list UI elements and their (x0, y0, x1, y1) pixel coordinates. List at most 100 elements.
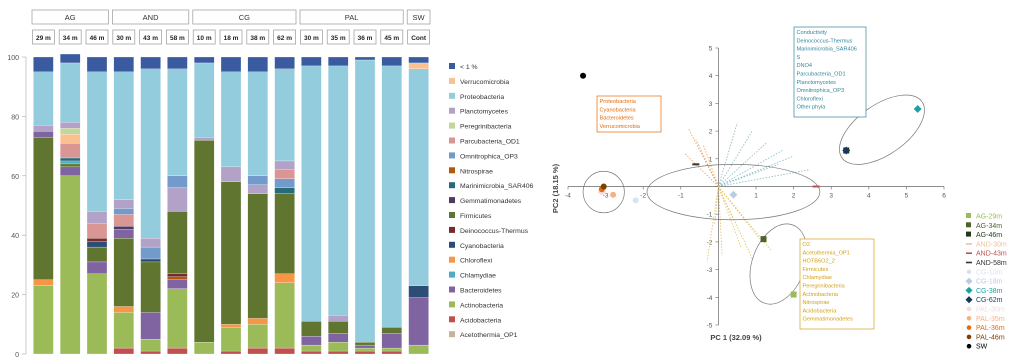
legend-label: CG-38m (976, 288, 1003, 295)
bar-segment (381, 327, 402, 334)
x-tick-label: 3 (829, 193, 833, 200)
bar-segment (354, 56, 376, 61)
bar-segment (354, 350, 376, 355)
bar-segment (354, 341, 376, 346)
legend-label: CG-10m (976, 269, 1003, 276)
legend-swatch (449, 107, 455, 114)
sample-label: 36 m (358, 35, 373, 42)
bar-segment (354, 347, 376, 352)
legend-label: AND-43m (976, 251, 1007, 258)
bar-segment (113, 238, 134, 307)
bar-segment (220, 71, 242, 168)
bar-segment (381, 350, 402, 355)
bar-segment (60, 160, 81, 165)
loading-vector (706, 186, 719, 262)
group-header-box (31, 9, 109, 25)
data-point (600, 183, 607, 190)
group-header-box (406, 9, 431, 25)
bar-segment (60, 175, 81, 355)
bar-segment (167, 273, 188, 277)
bar-segment (301, 65, 322, 322)
x-tick-label: -1 (678, 193, 684, 200)
legend-swatch (449, 63, 455, 69)
sample-label-box (139, 29, 162, 45)
legend-marker (966, 343, 972, 349)
legend-swatch (449, 226, 455, 233)
legend-label: AG-34m (976, 223, 1002, 230)
bar-segment (113, 347, 134, 355)
legend-label: CG-62m (976, 297, 1003, 304)
sample-label: 45 m (384, 35, 399, 42)
y-tick-label: 80 (11, 114, 19, 121)
legend-swatch (449, 271, 455, 278)
legend-marker (966, 213, 971, 218)
bar-segment (60, 128, 81, 135)
bar-segment (220, 327, 242, 352)
legend-marker (966, 306, 972, 312)
bar-segment (60, 122, 81, 129)
sample-label: 62 m (277, 35, 292, 42)
bar-segment (274, 160, 295, 170)
sample-label-box (380, 29, 404, 45)
sample-label-box (300, 29, 323, 45)
annotation-line: Planctomycetes (797, 80, 837, 86)
bar-segment (274, 282, 295, 349)
annotation-line: Other phyla (797, 105, 827, 111)
bar-segment (140, 261, 161, 313)
group-header-label: CG (239, 13, 250, 22)
bar-segment (140, 56, 161, 70)
cluster-ellipse (646, 163, 821, 221)
data-point (729, 190, 738, 199)
bar-segment (86, 211, 108, 224)
loading-vector (718, 186, 723, 256)
bar-segment (113, 214, 134, 227)
bar-segment (301, 350, 322, 355)
loading-vector (718, 150, 783, 187)
bar-segment (60, 163, 81, 168)
legend-label: Actinobacteria (460, 302, 503, 309)
legend-swatch (449, 137, 455, 144)
annotation-line: Gemmatimonadetes (803, 317, 854, 323)
legend-label: Peregrinibacteria (460, 124, 512, 131)
bar-segment (220, 166, 242, 182)
group-header-label: AND (143, 13, 159, 22)
annotation-box (596, 95, 662, 133)
bar-segment (274, 347, 295, 355)
bar-segment (220, 350, 242, 355)
legend-swatch (449, 256, 455, 263)
bar-segment (113, 226, 134, 230)
annotation-line: Deinococcus-Thermus (797, 38, 853, 44)
legend-label: < 1 % (460, 64, 478, 71)
loading-vector (702, 144, 719, 187)
sample-label: 18 m (224, 35, 239, 42)
x-tick-label: 1 (754, 193, 758, 200)
y-tick-label: 3 (709, 101, 713, 108)
bar-segment (140, 312, 161, 340)
sample-label-box (219, 29, 243, 45)
bar-segment (113, 199, 134, 209)
y-tick-label: 4 (709, 73, 713, 80)
annotation-line: Marinimicrobia_SAR406 (797, 47, 857, 53)
legend-marker (966, 316, 972, 321)
bar-segment (301, 56, 322, 67)
bar-segment (167, 56, 188, 70)
legend-marker (966, 252, 972, 254)
bar-segment (220, 56, 242, 72)
x-axis-title: PC 1 (32.09 %) (710, 333, 762, 342)
bar-segment (33, 279, 54, 286)
y-tick-label: 60 (11, 174, 19, 181)
bar-segment (247, 318, 268, 325)
legend-marker (966, 325, 972, 330)
sample-label-box (166, 29, 189, 45)
annotation-line: Bacteroidetes (600, 116, 634, 122)
bar-segment (301, 336, 322, 346)
legend-label: Acidobacteria (460, 317, 501, 324)
bar-segment (328, 56, 349, 67)
bar-segment (408, 297, 429, 346)
sample-label: 38 m (250, 35, 265, 42)
legend-label: Gemmatimonadetes (460, 198, 522, 205)
legend-label: Acetothermia_OP1 (460, 332, 518, 339)
bar-segment (381, 333, 402, 349)
bar-segment (408, 285, 429, 298)
